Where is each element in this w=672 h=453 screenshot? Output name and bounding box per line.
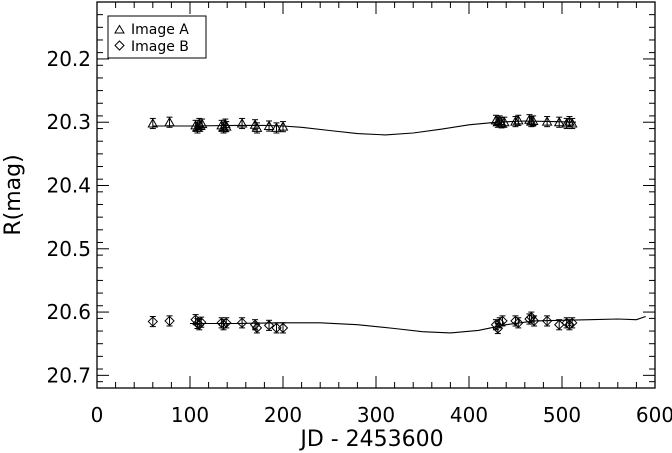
y-tick-label: 20.2 <box>46 47 91 71</box>
y-tick-label: 20.7 <box>46 363 91 387</box>
data-point-image-b <box>541 315 553 327</box>
y-tick-label: 20.4 <box>46 174 91 198</box>
x-tick-label: 500 <box>543 403 581 427</box>
data-point-image-a <box>496 117 507 127</box>
data-point-image-a <box>512 114 524 125</box>
data-point-image-b <box>164 315 175 327</box>
data-point-image-b <box>263 320 275 331</box>
axis-ticks: 0 100 200 300 400 500 600 20.2 20.3 20.4 20.5 20.6 2… <box>46 1 672 427</box>
data-point-image-a <box>164 116 175 127</box>
data-point-image-b <box>567 317 578 329</box>
y-tick-label: 20.3 <box>46 110 91 134</box>
x-tick-label: 600 <box>636 403 672 427</box>
data-point-image-a <box>263 120 275 131</box>
legend-label-image-a: Image A <box>131 22 189 38</box>
legend: Image A Image B <box>107 15 207 59</box>
x-tick-label: 200 <box>264 403 302 427</box>
legend-label-image-b: Image B <box>131 39 189 55</box>
data-point-image-b <box>251 322 263 334</box>
y-tick-label: 20.6 <box>46 300 91 324</box>
data-point-image-b <box>492 323 504 334</box>
data-point-image-a <box>564 116 575 126</box>
model-curves <box>152 120 646 334</box>
data-point-image-a <box>251 122 263 132</box>
y-tick-label: 20.5 <box>46 237 91 261</box>
data-point-image-b <box>513 317 524 329</box>
x-tick-label: 0 <box>91 403 104 427</box>
plot-frame <box>96 1 656 389</box>
model-curve-image-a <box>152 120 577 136</box>
data-point-image-b <box>277 322 289 334</box>
data-point-image-a <box>236 117 248 128</box>
data-point-image-a <box>566 117 578 128</box>
data-point-image-b <box>497 315 508 327</box>
x-tick-label: 300 <box>357 403 395 427</box>
x-axis-label: JD - 2453600 <box>298 427 443 452</box>
data-points <box>147 114 578 335</box>
data-point-image-a <box>196 118 208 129</box>
data-point-image-a <box>147 117 159 128</box>
data-point-image-b <box>194 319 205 330</box>
data-point-image-b <box>236 317 248 329</box>
legend-diamond-icon <box>114 40 125 51</box>
legend-box <box>107 15 207 59</box>
data-point-image-a <box>553 116 565 127</box>
legend-triangle-icon <box>114 24 125 34</box>
x-tick-label: 400 <box>450 403 488 427</box>
data-point-image-a <box>271 122 282 132</box>
data-point-image-b <box>221 317 232 329</box>
data-point-image-a <box>498 116 510 127</box>
data-point-image-a <box>541 116 553 126</box>
data-point-image-b <box>528 315 540 327</box>
y-axis-label: R(mag) <box>1 154 26 235</box>
data-point-image-b <box>195 316 207 328</box>
data-point-image-b <box>147 316 159 327</box>
data-point-image-a <box>220 121 232 131</box>
x-tick-label: 100 <box>171 403 209 427</box>
data-point-image-a <box>277 121 289 131</box>
model-curve-image-b <box>190 315 646 334</box>
data-point-image-a <box>527 115 539 125</box>
